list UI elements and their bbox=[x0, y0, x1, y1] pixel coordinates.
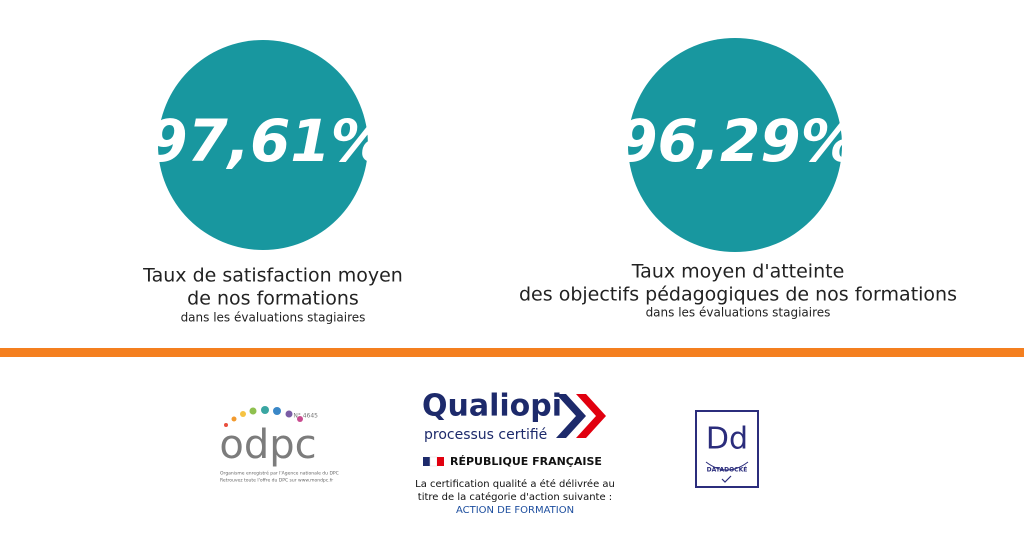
datadock-mark: Dd bbox=[706, 422, 748, 457]
odpc-number: N° 4645 bbox=[293, 413, 318, 420]
odpc-logo: odpc N° 4645 Organisme enregistré par l'… bbox=[219, 406, 339, 484]
odpc-name: odpc bbox=[219, 422, 316, 468]
divider bbox=[0, 348, 1024, 357]
datadock-logo: Dd DATADOCKÉ bbox=[695, 410, 759, 488]
qualiopi-text: titre de la catégorie d'action suivante … bbox=[418, 491, 612, 503]
qualiopi-text: La certification qualité a été délivrée … bbox=[415, 478, 615, 490]
stat-value: 96,29% bbox=[617, 107, 859, 175]
odpc-text: Retrouvez toute l'offre du DPC sur www.m… bbox=[220, 478, 333, 484]
qualiopi-logo: Qualiopi processus certifié RÉPUBLIQUE F… bbox=[415, 389, 615, 517]
odpc-text: Organisme enregistré par l'Agence nation… bbox=[220, 470, 339, 477]
stat-label: Taux moyen d'atteinte bbox=[631, 261, 845, 283]
qualiopi-republic: RÉPUBLIQUE FRANÇAISE bbox=[450, 455, 602, 468]
stat-label: de nos formations bbox=[187, 288, 359, 310]
qualiopi-subtitle: processus certifié bbox=[424, 427, 547, 443]
qualiopi-name: Qualiopi bbox=[422, 389, 562, 424]
stat-circle bbox=[158, 40, 368, 250]
stat-note: dans les évaluations stagiaires bbox=[646, 306, 831, 320]
stat-circle bbox=[628, 38, 842, 252]
datadock-label: DATADOCKÉ bbox=[707, 466, 748, 474]
qualiopi-category: ACTION DE FORMATION bbox=[456, 505, 574, 516]
stat-note: dans les évaluations stagiaires bbox=[181, 311, 366, 325]
stat-label: des objectifs pédagogiques de nos format… bbox=[519, 284, 957, 306]
stat-label: Taux de satisfaction moyen bbox=[142, 265, 403, 287]
stat-value: 97,61% bbox=[147, 107, 389, 175]
